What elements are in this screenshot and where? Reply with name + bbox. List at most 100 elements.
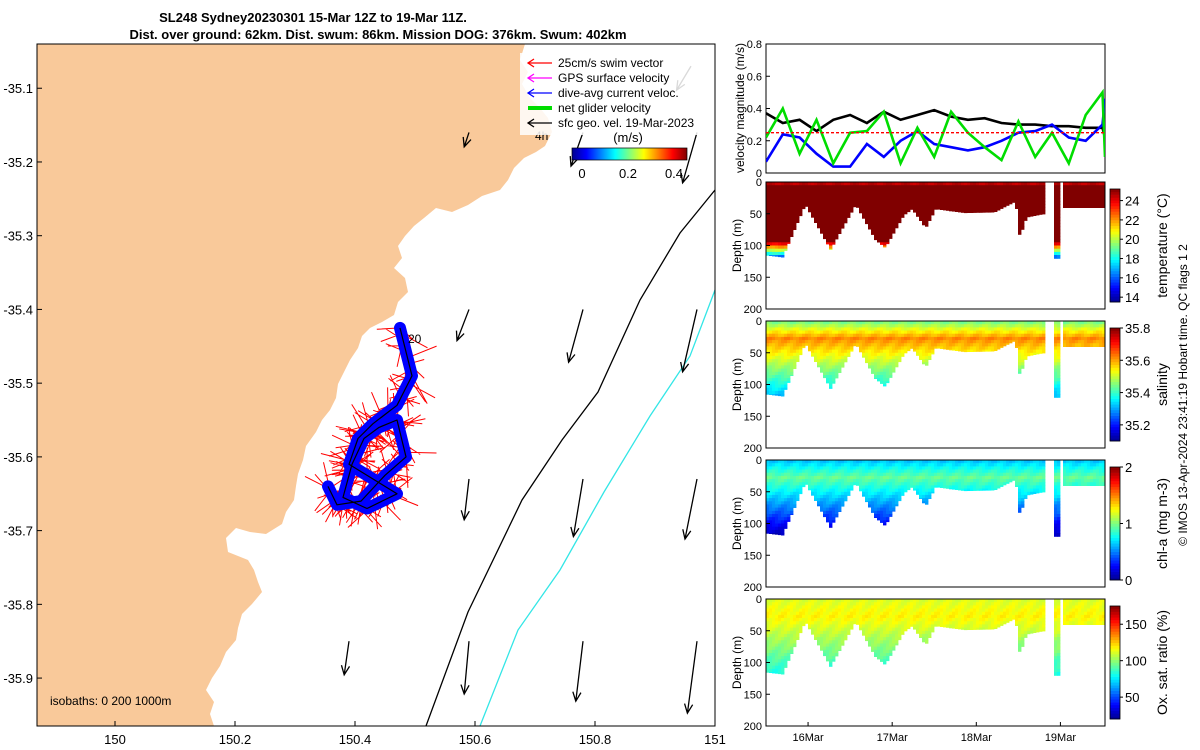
section-cell (805, 197, 809, 202)
section-cell (1072, 191, 1076, 196)
section-cell (1021, 204, 1025, 208)
section-cell (772, 340, 776, 344)
section-cell (1054, 242, 1058, 247)
section-cell (943, 466, 947, 471)
section-cell (841, 352, 845, 357)
section-cell (862, 194, 866, 199)
section-cell (784, 245, 788, 250)
section-cell (793, 330, 797, 335)
section-cell (838, 482, 842, 486)
section-cell (967, 475, 971, 480)
section-cell (835, 229, 839, 234)
section-cell (934, 204, 938, 208)
section-cell (766, 210, 770, 215)
section-cell (952, 201, 956, 205)
section-cell (784, 375, 788, 379)
section-cell (775, 194, 779, 199)
section-cell (1042, 188, 1046, 193)
section-cell (874, 343, 878, 347)
section-cell (964, 188, 968, 193)
section-cell (835, 346, 839, 351)
section-cell (781, 529, 785, 534)
section-cell (823, 207, 827, 212)
section-cell (787, 507, 791, 512)
section-cell (820, 340, 824, 344)
section-cell (904, 349, 908, 354)
section-cell (874, 194, 878, 199)
section-cell (814, 491, 818, 496)
section-cell (1057, 197, 1061, 202)
section-cell (778, 201, 782, 205)
section-cell (784, 330, 788, 335)
section-cell (871, 220, 875, 224)
section-cell (820, 330, 824, 335)
section-cell (904, 336, 908, 341)
section-cell (871, 197, 875, 202)
section-cell (937, 460, 941, 464)
map-x-tick-label: 150 (104, 732, 126, 747)
section-cell (769, 514, 773, 518)
section-cell (940, 330, 944, 335)
section-cell (766, 365, 770, 370)
section-cell (886, 226, 890, 231)
section-cell (820, 482, 824, 486)
section-cell (982, 472, 986, 477)
section-cell (775, 204, 779, 208)
section-cell (868, 352, 872, 357)
section-cell (1042, 201, 1046, 205)
section-cell (895, 460, 899, 464)
section-cell (925, 491, 929, 496)
section-cell (838, 371, 842, 373)
colorbar-segment (1110, 376, 1120, 380)
section-cell (850, 333, 854, 338)
section-cell (766, 494, 770, 499)
section-cell (1078, 204, 1082, 208)
section-cell (835, 191, 839, 196)
section-cell (973, 327, 977, 332)
section-cell (1039, 340, 1043, 344)
section-cell (850, 321, 854, 325)
section-cell (835, 324, 839, 328)
section-cell (1054, 368, 1058, 373)
section-cell (970, 201, 974, 205)
section-cell (784, 482, 788, 486)
section-cell (781, 472, 785, 477)
section-cell (832, 365, 836, 370)
section-cell (781, 362, 785, 367)
section-cell (853, 204, 857, 208)
section-cell (778, 394, 782, 397)
section-cell (784, 201, 788, 205)
section-cell (877, 472, 881, 477)
section-cell (769, 191, 773, 196)
section-cell (985, 197, 989, 202)
section-cell (922, 216, 926, 221)
section-cell (844, 191, 848, 196)
section-cell (781, 662, 785, 667)
section-cell (820, 229, 824, 234)
section-cell (1027, 185, 1031, 189)
section-cell (883, 239, 887, 243)
section-cell (970, 479, 974, 483)
section-cell (967, 333, 971, 338)
section-cell (889, 321, 893, 325)
section-y-tick-label: 200 (744, 443, 762, 455)
section-cell (1003, 469, 1007, 474)
section-cell (844, 627, 848, 632)
section-cell (964, 204, 968, 208)
section-cell (940, 466, 944, 471)
section-cell (838, 216, 842, 221)
section-cell (925, 485, 929, 490)
section-cell (958, 475, 962, 480)
section-cell (958, 191, 962, 196)
section-cell (982, 188, 986, 193)
section-cell (829, 659, 833, 664)
section-cell (1072, 472, 1076, 477)
section-cell (928, 197, 932, 202)
section-cell (793, 201, 797, 205)
section-cell (1057, 239, 1061, 243)
section-cell (775, 533, 779, 535)
section-cell (817, 488, 821, 493)
section-cell (892, 194, 896, 199)
section-cell (976, 340, 980, 344)
section-cell (826, 463, 830, 467)
